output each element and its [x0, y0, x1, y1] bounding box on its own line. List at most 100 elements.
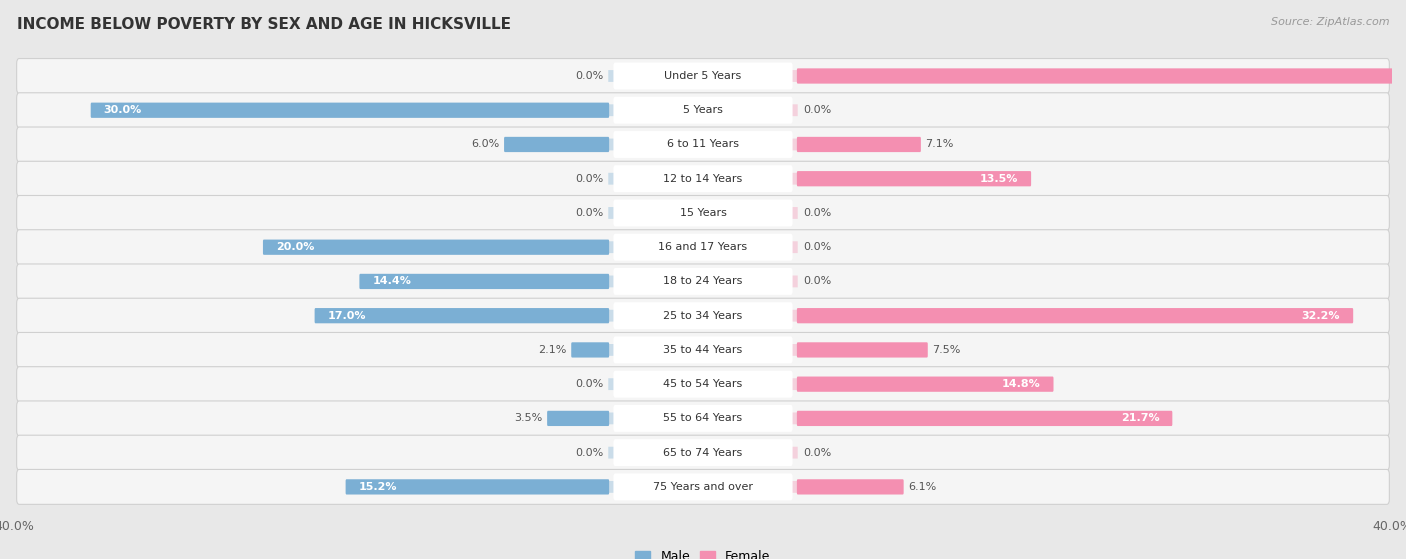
- Text: 75 Years and over: 75 Years and over: [652, 482, 754, 492]
- FancyBboxPatch shape: [609, 447, 703, 458]
- FancyBboxPatch shape: [609, 207, 703, 219]
- FancyBboxPatch shape: [17, 298, 1389, 333]
- FancyBboxPatch shape: [17, 161, 1389, 196]
- FancyBboxPatch shape: [703, 207, 797, 219]
- FancyBboxPatch shape: [613, 473, 793, 500]
- Text: 15.2%: 15.2%: [359, 482, 396, 492]
- FancyBboxPatch shape: [609, 173, 703, 184]
- FancyBboxPatch shape: [547, 411, 609, 426]
- FancyBboxPatch shape: [17, 264, 1389, 299]
- Text: 3.5%: 3.5%: [515, 414, 543, 423]
- FancyBboxPatch shape: [609, 276, 703, 287]
- Text: 25 to 34 Years: 25 to 34 Years: [664, 311, 742, 321]
- FancyBboxPatch shape: [360, 274, 609, 289]
- FancyBboxPatch shape: [703, 344, 797, 356]
- Text: 5 Years: 5 Years: [683, 105, 723, 115]
- Text: 0.0%: 0.0%: [803, 242, 831, 252]
- FancyBboxPatch shape: [571, 342, 609, 358]
- Text: 21.7%: 21.7%: [1121, 414, 1160, 423]
- FancyBboxPatch shape: [613, 302, 793, 329]
- FancyBboxPatch shape: [609, 344, 703, 356]
- FancyBboxPatch shape: [613, 200, 793, 226]
- Text: 32.2%: 32.2%: [1302, 311, 1340, 321]
- Text: 17.0%: 17.0%: [328, 311, 366, 321]
- Text: 0.0%: 0.0%: [803, 208, 831, 218]
- Text: 18 to 24 Years: 18 to 24 Years: [664, 277, 742, 286]
- FancyBboxPatch shape: [17, 127, 1389, 162]
- Text: 6.1%: 6.1%: [908, 482, 936, 492]
- FancyBboxPatch shape: [703, 105, 797, 116]
- Text: 6.0%: 6.0%: [471, 140, 499, 149]
- Text: 16 and 17 Years: 16 and 17 Years: [658, 242, 748, 252]
- Text: 0.0%: 0.0%: [803, 277, 831, 286]
- FancyBboxPatch shape: [703, 481, 797, 493]
- FancyBboxPatch shape: [797, 137, 921, 152]
- FancyBboxPatch shape: [703, 241, 797, 253]
- FancyBboxPatch shape: [17, 196, 1389, 230]
- FancyBboxPatch shape: [797, 377, 1053, 392]
- Text: 14.8%: 14.8%: [1002, 379, 1040, 389]
- FancyBboxPatch shape: [613, 63, 793, 89]
- Text: 45 to 54 Years: 45 to 54 Years: [664, 379, 742, 389]
- FancyBboxPatch shape: [609, 481, 703, 493]
- FancyBboxPatch shape: [609, 310, 703, 321]
- FancyBboxPatch shape: [17, 59, 1389, 93]
- FancyBboxPatch shape: [613, 165, 793, 192]
- FancyBboxPatch shape: [613, 439, 793, 466]
- Text: 30.0%: 30.0%: [104, 105, 142, 115]
- FancyBboxPatch shape: [505, 137, 609, 152]
- FancyBboxPatch shape: [797, 171, 1031, 186]
- Text: 35 to 44 Years: 35 to 44 Years: [664, 345, 742, 355]
- FancyBboxPatch shape: [346, 479, 609, 495]
- Text: 6 to 11 Years: 6 to 11 Years: [666, 140, 740, 149]
- FancyBboxPatch shape: [609, 378, 703, 390]
- Text: 0.0%: 0.0%: [575, 448, 603, 458]
- FancyBboxPatch shape: [609, 70, 703, 82]
- FancyBboxPatch shape: [703, 173, 797, 184]
- Text: 2.1%: 2.1%: [538, 345, 567, 355]
- Text: 0.0%: 0.0%: [575, 208, 603, 218]
- FancyBboxPatch shape: [797, 308, 1353, 323]
- Text: INCOME BELOW POVERTY BY SEX AND AGE IN HICKSVILLE: INCOME BELOW POVERTY BY SEX AND AGE IN H…: [17, 17, 510, 32]
- FancyBboxPatch shape: [613, 131, 793, 158]
- Text: 0.0%: 0.0%: [803, 105, 831, 115]
- Text: 15 Years: 15 Years: [679, 208, 727, 218]
- FancyBboxPatch shape: [609, 105, 703, 116]
- Text: 0.0%: 0.0%: [575, 379, 603, 389]
- FancyBboxPatch shape: [609, 241, 703, 253]
- FancyBboxPatch shape: [17, 470, 1389, 504]
- Legend: Male, Female: Male, Female: [630, 546, 776, 559]
- Text: Under 5 Years: Under 5 Years: [665, 71, 741, 81]
- FancyBboxPatch shape: [703, 378, 797, 390]
- Text: 7.5%: 7.5%: [932, 345, 960, 355]
- FancyBboxPatch shape: [609, 413, 703, 424]
- FancyBboxPatch shape: [797, 342, 928, 358]
- FancyBboxPatch shape: [703, 447, 797, 458]
- FancyBboxPatch shape: [703, 139, 797, 150]
- Text: 0.0%: 0.0%: [575, 174, 603, 184]
- Text: 13.5%: 13.5%: [980, 174, 1018, 184]
- FancyBboxPatch shape: [703, 276, 797, 287]
- FancyBboxPatch shape: [17, 401, 1389, 436]
- Text: 20.0%: 20.0%: [276, 242, 314, 252]
- FancyBboxPatch shape: [613, 337, 793, 363]
- FancyBboxPatch shape: [613, 268, 793, 295]
- Text: 65 to 74 Years: 65 to 74 Years: [664, 448, 742, 458]
- FancyBboxPatch shape: [263, 240, 609, 255]
- FancyBboxPatch shape: [609, 139, 703, 150]
- Text: 0.0%: 0.0%: [575, 71, 603, 81]
- FancyBboxPatch shape: [703, 413, 797, 424]
- FancyBboxPatch shape: [17, 435, 1389, 470]
- FancyBboxPatch shape: [17, 230, 1389, 264]
- FancyBboxPatch shape: [613, 97, 793, 124]
- FancyBboxPatch shape: [17, 93, 1389, 127]
- Text: Source: ZipAtlas.com: Source: ZipAtlas.com: [1271, 17, 1389, 27]
- FancyBboxPatch shape: [797, 68, 1406, 84]
- FancyBboxPatch shape: [17, 367, 1389, 401]
- FancyBboxPatch shape: [613, 371, 793, 397]
- Text: 55 to 64 Years: 55 to 64 Years: [664, 414, 742, 423]
- FancyBboxPatch shape: [703, 310, 797, 321]
- Text: 12 to 14 Years: 12 to 14 Years: [664, 174, 742, 184]
- FancyBboxPatch shape: [703, 70, 797, 82]
- Text: 7.1%: 7.1%: [925, 140, 953, 149]
